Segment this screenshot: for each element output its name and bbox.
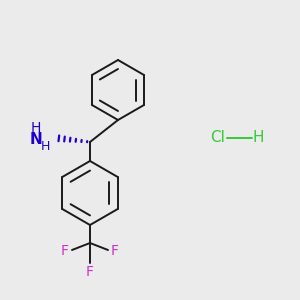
Text: Cl: Cl bbox=[211, 130, 225, 146]
Text: H: H bbox=[40, 140, 50, 152]
Text: F: F bbox=[61, 244, 69, 258]
Text: H: H bbox=[252, 130, 264, 146]
Text: N: N bbox=[30, 133, 42, 148]
Text: F: F bbox=[111, 244, 119, 258]
Text: F: F bbox=[86, 265, 94, 279]
Text: H: H bbox=[31, 121, 41, 135]
